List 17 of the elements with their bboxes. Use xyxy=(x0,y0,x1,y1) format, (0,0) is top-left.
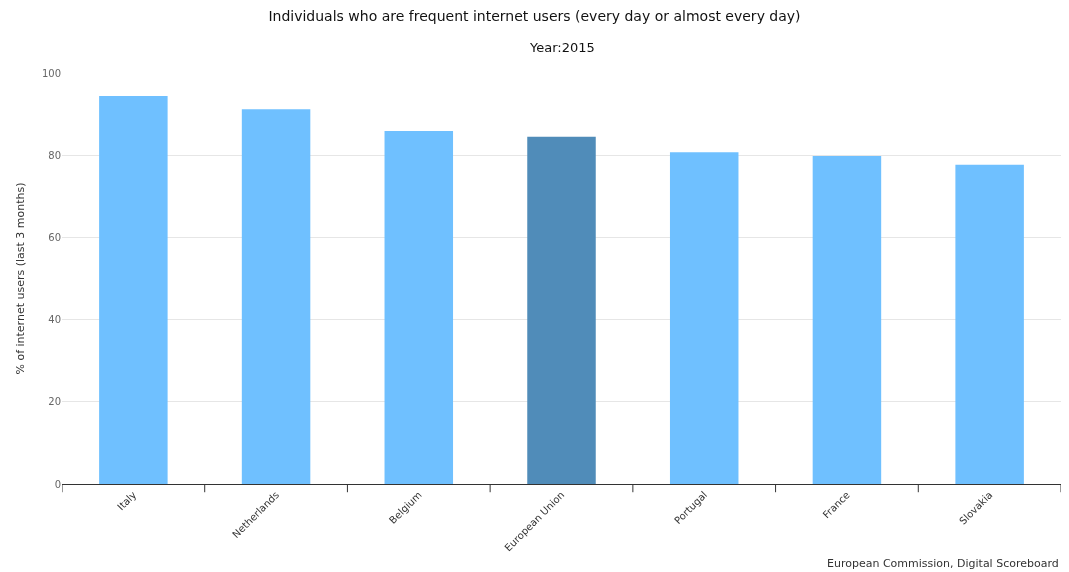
y-tick-label: 20 xyxy=(48,396,61,408)
y-tick-label: 60 xyxy=(48,231,61,243)
bar xyxy=(384,130,454,484)
bar xyxy=(955,164,1024,484)
text: European Commission, Digital Scoreboard xyxy=(827,557,1059,570)
chart-title: Individuals who are frequent internet users (every day or almost every day) xyxy=(268,8,801,25)
bar xyxy=(812,156,882,484)
y-tick-label: 100 xyxy=(41,67,61,79)
y-tick-label: 40 xyxy=(48,314,61,326)
bar xyxy=(99,96,168,484)
bar xyxy=(241,109,311,484)
bar xyxy=(669,152,739,484)
chart-subtitle: Year:2015 xyxy=(529,40,595,55)
y-axis-title: % of internet users (last 3 months) xyxy=(13,182,27,375)
y-tick-label: 80 xyxy=(48,149,61,161)
bar xyxy=(527,136,596,484)
y-tick-label: 0 xyxy=(54,478,61,490)
